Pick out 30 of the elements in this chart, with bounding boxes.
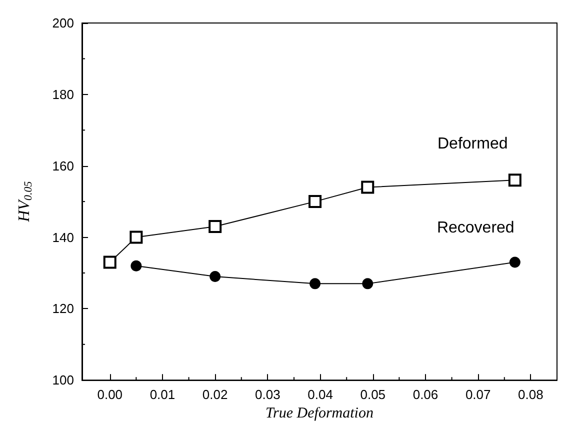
- point: [310, 278, 321, 290]
- x-tick-label: 0.00: [97, 387, 123, 402]
- y-tick-label: 160: [52, 158, 74, 174]
- point: [361, 180, 374, 194]
- series-label: Deformed: [438, 135, 508, 152]
- x-tick-label: 0.08: [518, 387, 544, 402]
- x-tick-label: 0.01: [150, 387, 176, 402]
- point: [130, 260, 142, 272]
- y-tick-label: 180: [52, 86, 74, 102]
- y-tick-label: 100: [52, 372, 74, 388]
- series-label: Recovered: [436, 220, 514, 237]
- x-tick-label: 0.07: [465, 387, 491, 402]
- point: [508, 174, 522, 187]
- x-tick-label: 0.06: [412, 387, 438, 402]
- y-axis-title: HV0.05: [16, 180, 34, 223]
- point: [362, 278, 374, 290]
- point: [210, 271, 221, 282]
- y-tick-label: 140: [52, 230, 74, 245]
- y-tick-label: 120: [52, 301, 74, 316]
- x-axis-title: True Deformation: [266, 406, 374, 422]
- point: [208, 220, 222, 234]
- y-tick-label: 200: [52, 16, 74, 30]
- point: [509, 256, 520, 268]
- x-tick-label: 0.04: [308, 387, 333, 402]
- x-tick-label: 0.03: [255, 387, 280, 402]
- point: [308, 195, 322, 208]
- x-tick-label: 0.05: [360, 387, 386, 402]
- x-tick-label: 0.02: [202, 387, 228, 402]
- point: [103, 256, 116, 269]
- point: [130, 230, 143, 244]
